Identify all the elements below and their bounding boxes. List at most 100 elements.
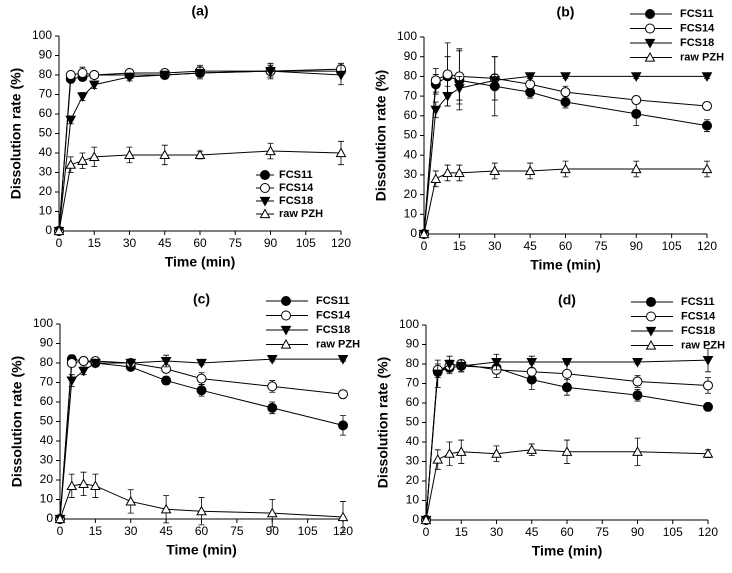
y-tick-label: 40 bbox=[406, 434, 420, 448]
y-tick-label: 0 bbox=[46, 511, 53, 525]
marker bbox=[161, 375, 172, 386]
y-tick-label: 30 bbox=[404, 167, 418, 181]
x-tick-label: 60 bbox=[559, 239, 573, 253]
marker bbox=[524, 165, 536, 176]
marker bbox=[65, 159, 77, 169]
x-tick-label: 15 bbox=[89, 524, 103, 538]
y-tick-label: 10 bbox=[39, 204, 53, 218]
marker bbox=[54, 513, 66, 524]
x-tick-label: 60 bbox=[560, 525, 574, 539]
marker bbox=[562, 382, 572, 393]
marker bbox=[90, 480, 101, 490]
chart-title: (d) bbox=[558, 292, 576, 308]
x-tick-label: 45 bbox=[159, 524, 173, 538]
y-tick-label: 30 bbox=[40, 453, 54, 467]
marker bbox=[491, 357, 502, 368]
legend-label: raw PZH bbox=[279, 208, 323, 220]
marker bbox=[632, 376, 643, 387]
marker bbox=[266, 507, 278, 518]
marker bbox=[562, 368, 572, 379]
legend-marker bbox=[259, 208, 271, 219]
legend-marker bbox=[280, 338, 292, 349]
marker bbox=[561, 357, 573, 368]
marker bbox=[66, 376, 78, 387]
x-tick-label: 120 bbox=[697, 239, 717, 253]
y-tick-label: 100 bbox=[397, 29, 417, 43]
marker bbox=[65, 70, 76, 80]
x-tick-label: 75 bbox=[596, 525, 610, 539]
marker bbox=[77, 92, 88, 102]
x-tick-label: 0 bbox=[56, 236, 63, 250]
legend-marker bbox=[645, 9, 655, 19]
marker bbox=[526, 444, 538, 454]
y-tick-label: 20 bbox=[39, 184, 53, 198]
x-tick-label: 15 bbox=[88, 236, 102, 250]
y-tick-label: 0 bbox=[412, 512, 419, 526]
marker bbox=[337, 355, 349, 365]
x-tick-label: 15 bbox=[455, 525, 469, 539]
legend-marker bbox=[645, 23, 655, 34]
x-tick-label: 105 bbox=[662, 239, 682, 253]
x-tick-label: 45 bbox=[523, 239, 537, 253]
y-tick-label: 10 bbox=[40, 492, 54, 506]
y-tick-label: 90 bbox=[406, 337, 420, 351]
legend-label: FCS14 bbox=[316, 309, 351, 321]
legend-marker bbox=[281, 296, 291, 306]
marker bbox=[78, 356, 89, 367]
legend-marker bbox=[646, 311, 656, 322]
y-tick-label: 10 bbox=[404, 206, 418, 220]
marker bbox=[418, 228, 430, 239]
marker bbox=[442, 92, 453, 102]
marker bbox=[455, 361, 467, 372]
marker bbox=[338, 420, 348, 431]
chart-title: (b) bbox=[557, 4, 575, 20]
legend-label: raw PZH bbox=[681, 339, 725, 351]
marker bbox=[337, 511, 349, 522]
legend-label: FCS18 bbox=[279, 195, 313, 207]
y-tick-label: 60 bbox=[404, 108, 418, 122]
marker bbox=[124, 149, 135, 160]
marker bbox=[455, 446, 467, 456]
y-tick-label: 0 bbox=[410, 226, 417, 240]
x-tick-label: 90 bbox=[630, 239, 644, 253]
marker bbox=[77, 68, 88, 79]
y-tick-label: 100 bbox=[399, 317, 419, 331]
legend-marker bbox=[644, 51, 656, 62]
x-tick-label: 45 bbox=[158, 236, 172, 250]
y-tick-label: 50 bbox=[406, 415, 420, 429]
marker bbox=[702, 448, 714, 458]
y-tick-label: 20 bbox=[404, 187, 418, 201]
y-tick-label: 90 bbox=[40, 336, 54, 350]
y-tick-label: 20 bbox=[40, 472, 54, 486]
x-tick-label: 60 bbox=[195, 524, 209, 538]
marker bbox=[125, 495, 137, 506]
legend-label: FCS11 bbox=[279, 169, 313, 181]
y-tick-label: 40 bbox=[39, 145, 53, 159]
marker bbox=[631, 108, 642, 119]
marker bbox=[631, 95, 642, 106]
marker bbox=[702, 120, 712, 131]
y-tick-label: 100 bbox=[33, 316, 53, 330]
panel: 0 10 20 30 40 50 60 70 80 90 100 0 15 30 45 60 75 90 105 12… bbox=[373, 4, 724, 273]
x-tick-label: 105 bbox=[296, 236, 316, 250]
y-tick-label: 0 bbox=[45, 223, 52, 237]
y-tick-label: 10 bbox=[406, 493, 420, 507]
legend-marker bbox=[281, 310, 291, 321]
legend-label: FCS11 bbox=[680, 8, 714, 20]
y-tick-label: 60 bbox=[40, 394, 54, 408]
x-tick-label: 15 bbox=[453, 239, 467, 253]
marker bbox=[560, 72, 571, 82]
y-axis-label: Dissolution rate (%) bbox=[8, 68, 24, 199]
marker bbox=[196, 358, 207, 369]
y-axis-label: Dissolution rate (%) bbox=[375, 357, 391, 488]
y-tick-label: 80 bbox=[406, 356, 420, 370]
x-tick-label: 0 bbox=[57, 524, 64, 538]
marker bbox=[432, 454, 444, 464]
marker bbox=[160, 356, 172, 367]
x-tick-label: 75 bbox=[230, 524, 244, 538]
y-tick-label: 50 bbox=[404, 128, 418, 142]
y-tick-label: 80 bbox=[40, 355, 54, 369]
y-tick-label: 90 bbox=[39, 48, 53, 62]
marker bbox=[442, 167, 453, 178]
